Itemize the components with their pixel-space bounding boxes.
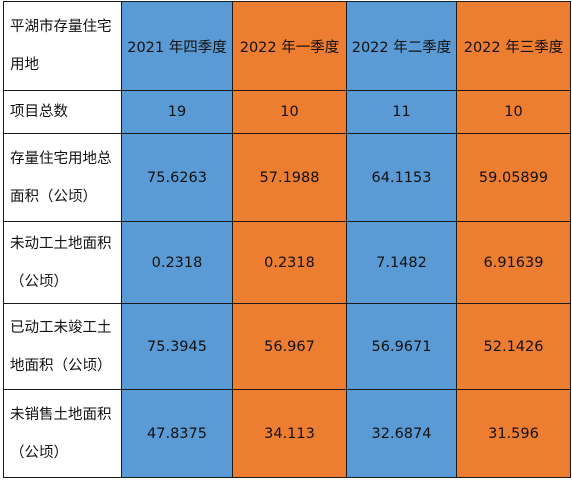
table-row-not-started-area: 未动工土地面积（公顷） 0.2318 0.2318 7.1482 6.91639 xyxy=(3,221,571,304)
table-cell: 64.1153 xyxy=(346,133,457,222)
column-header-2022q2: 2022 年二季度 xyxy=(346,1,457,91)
row-label: 存量住宅用地总面积（公顷） xyxy=(3,133,122,222)
housing-land-stock-table: 平湖市存量住宅用地 2021 年四季度 2022 年一季度 2022 年二季度 … xyxy=(3,1,571,478)
table-cell: 52.1426 xyxy=(456,303,571,390)
table-cell: 10 xyxy=(456,90,571,134)
table-cell: 6.91639 xyxy=(456,221,571,304)
table-cell: 59.05899 xyxy=(456,133,571,222)
table-cell: 75.3945 xyxy=(121,303,233,390)
table-row-started-unfinished-area: 已动工未竣工土地面积（公顷） 75.3945 56.967 56.9671 52… xyxy=(3,303,571,390)
header-row: 平湖市存量住宅用地 2021 年四季度 2022 年一季度 2022 年二季度 … xyxy=(3,1,571,91)
table-row-project-count: 项目总数 19 10 11 10 xyxy=(3,90,571,134)
table-cell: 47.8375 xyxy=(121,389,233,478)
table-row-unsold-area: 未销售土地面积（公顷） 47.8375 34.113 32.6874 31.59… xyxy=(3,389,571,478)
column-header-2022q3: 2022 年三季度 xyxy=(456,1,571,91)
row-label: 未动工土地面积（公顷） xyxy=(3,221,122,304)
table-row-total-area: 存量住宅用地总面积（公顷） 75.6263 57.1988 64.1153 59… xyxy=(3,133,571,222)
table-cell: 75.6263 xyxy=(121,133,233,222)
row-label: 项目总数 xyxy=(3,90,122,134)
column-header-2021q4: 2021 年四季度 xyxy=(121,1,233,91)
table-cell: 57.1988 xyxy=(232,133,347,222)
table-cell: 31.596 xyxy=(456,389,571,478)
table-cell: 32.6874 xyxy=(346,389,457,478)
table-cell: 11 xyxy=(346,90,457,134)
table-cell: 10 xyxy=(232,90,347,134)
table-cell: 56.9671 xyxy=(346,303,457,390)
table-cell: 0.2318 xyxy=(121,221,233,304)
corner-header: 平湖市存量住宅用地 xyxy=(3,1,122,91)
table-cell: 56.967 xyxy=(232,303,347,390)
row-label: 已动工未竣工土地面积（公顷） xyxy=(3,303,122,390)
table-cell: 34.113 xyxy=(232,389,347,478)
table-cell: 0.2318 xyxy=(232,221,347,304)
column-header-2022q1: 2022 年一季度 xyxy=(232,1,347,91)
table-cell: 7.1482 xyxy=(346,221,457,304)
table-cell: 19 xyxy=(121,90,233,134)
row-label: 未销售土地面积（公顷） xyxy=(3,389,122,478)
